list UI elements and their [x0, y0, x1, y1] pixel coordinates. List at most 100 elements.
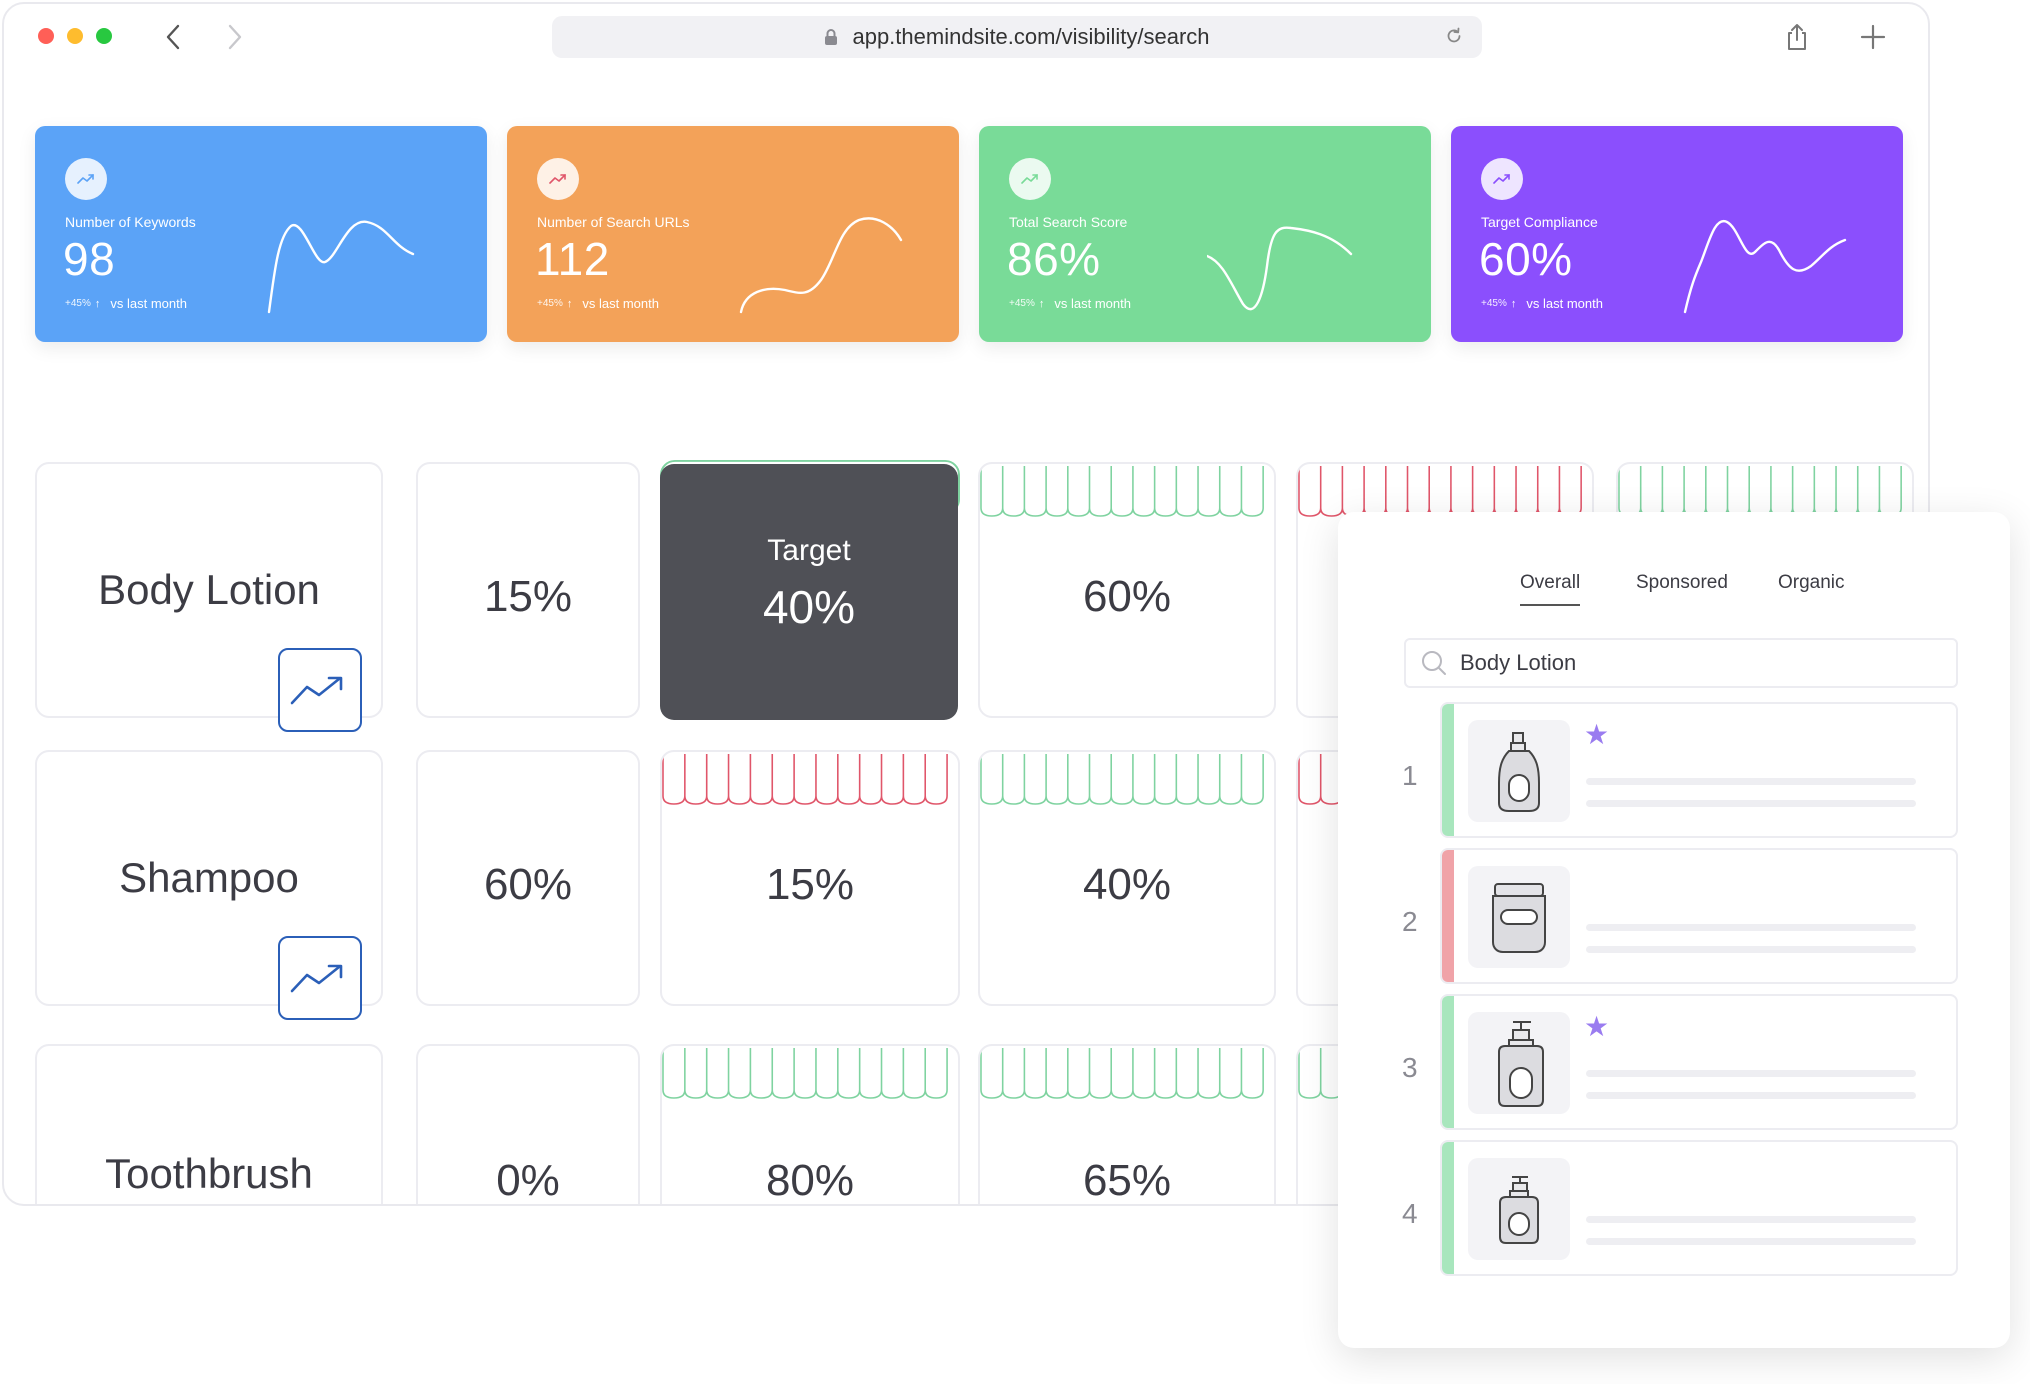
arrow-up-icon: ↑: [94, 297, 101, 310]
forward-button[interactable]: [218, 20, 252, 54]
awning-decoration-green: [980, 466, 1264, 517]
metric-cell[interactable]: 60%: [978, 462, 1276, 718]
sparkline-chart: [1207, 226, 1353, 311]
search-icon: [1420, 649, 1448, 677]
kpi-footer: +45% ↑ vs last month: [1481, 296, 1603, 311]
share-value: 15%: [483, 572, 573, 621]
kpi-card-target-compliance[interactable]: Target Compliance 60% +45% ↑ vs last mon…: [1451, 126, 1903, 342]
maximize-window-button[interactable]: [96, 28, 112, 44]
tab-overall[interactable]: Overall: [1520, 572, 1581, 606]
kpi-footer: +45% ↑ vs last month: [65, 296, 187, 311]
share-cell[interactable]: 15%: [416, 462, 640, 718]
result-item[interactable]: [1440, 848, 1958, 984]
status-indicator-green: [1442, 996, 1454, 1128]
kpi-compare: vs last month: [582, 296, 659, 311]
result-rank: 1: [1402, 760, 1418, 791]
metric-value: 65%: [1082, 1156, 1172, 1205]
chevron-left-icon: [166, 24, 180, 50]
lock-icon: [824, 28, 838, 46]
metric-value: 15%: [765, 860, 855, 909]
kpi-delta: +45%: [1009, 298, 1035, 309]
row-name-cell[interactable]: Toothbrush: [35, 1044, 383, 1204]
placeholder-line: [1586, 946, 1916, 953]
star-icon: ★: [1584, 1011, 1610, 1042]
category-name: Shampoo: [119, 854, 299, 901]
share-button[interactable]: [1780, 20, 1814, 54]
kpi-delta: +45%: [65, 298, 91, 309]
metric-cell[interactable]: 65%: [978, 1044, 1276, 1205]
search-input[interactable]: Body Lotion: [1404, 638, 1958, 688]
target-label: Target: [767, 534, 851, 567]
kpi-label: Total Search Score: [1009, 214, 1128, 230]
kpi-card-search-score[interactable]: Total Search Score 86% +45% ↑ vs last mo…: [979, 126, 1431, 342]
category-name: Body Lotion: [98, 566, 320, 613]
sparkline-chart: [739, 217, 903, 314]
kpi-compare: vs last month: [1054, 296, 1131, 311]
address-bar[interactable]: app.themindsite.com/visibility/search: [552, 16, 1482, 58]
placeholder-line: [1586, 1092, 1916, 1099]
result-item[interactable]: ★: [1440, 994, 1958, 1130]
target-cell[interactable]: Target 40%: [660, 464, 958, 720]
metric-cell[interactable]: 80%: [660, 1044, 960, 1205]
share-cell[interactable]: 0%: [416, 1044, 640, 1204]
plus-icon: [1860, 24, 1886, 50]
kpi-compare: vs last month: [1526, 296, 1603, 311]
arrow-up-icon: ↑: [1510, 297, 1517, 310]
result-rank: 2: [1402, 906, 1418, 937]
star-icon: ★: [1584, 719, 1610, 750]
sparkline-chart: [1683, 219, 1847, 314]
kpi-value: 112: [535, 233, 610, 285]
arrow-up-icon: ↑: [566, 297, 573, 310]
minimize-window-button[interactable]: [67, 28, 83, 44]
new-tab-button[interactable]: [1856, 20, 1890, 54]
trend-up-icon: [537, 158, 579, 200]
back-button[interactable]: [156, 20, 190, 54]
browser-toolbar: app.themindsite.com/visibility/search: [4, 4, 1928, 70]
placeholder-line: [1586, 1216, 1916, 1223]
search-ranking-panel: Overall Sponsored Organic Body Lotion 1 …: [1338, 512, 2010, 1348]
awning-decoration-green: [1618, 466, 1902, 517]
row-name-cell[interactable]: Body Lotion: [35, 462, 383, 718]
tab-organic[interactable]: Organic: [1778, 572, 1845, 593]
target-value: 40%: [762, 581, 856, 633]
metric-value: 40%: [1082, 860, 1172, 909]
status-indicator-red: [1442, 850, 1454, 982]
metric-cell[interactable]: 40%: [978, 750, 1276, 1006]
trend-up-icon: [1481, 158, 1523, 200]
kpi-card-search-urls[interactable]: Number of Search URLs 112 +45% ↑ vs last…: [507, 126, 959, 342]
close-window-button[interactable]: [38, 28, 54, 44]
share-icon: [1788, 24, 1806, 50]
awning-decoration-red: [662, 754, 948, 805]
result-rank: 4: [1402, 1198, 1418, 1229]
kpi-value: 60%: [1479, 233, 1573, 285]
result-item[interactable]: [1440, 1140, 1958, 1276]
metric-value: 60%: [1082, 572, 1172, 621]
search-value: Body Lotion: [1460, 650, 1577, 675]
url-text: app.themindsite.com/visibility/search: [852, 24, 1210, 49]
kpi-label: Number of Keywords: [65, 214, 196, 230]
trend-up-icon: [65, 158, 107, 200]
awning-decoration-red: [1298, 466, 1582, 517]
kpi-compare: vs last month: [110, 296, 187, 311]
share-cell[interactable]: 60%: [416, 750, 640, 1006]
kpi-card-keywords[interactable]: Number of Keywords 98 +45% ↑ vs last mon…: [35, 126, 487, 342]
result-item[interactable]: ★: [1440, 702, 1958, 838]
pump-bottle-icon: [1468, 720, 1570, 822]
metric-cell[interactable]: 15%: [660, 750, 960, 1006]
placeholder-line: [1586, 778, 1916, 785]
arrow-up-icon: ↑: [1038, 297, 1045, 310]
kpi-label: Target Compliance: [1481, 214, 1598, 230]
kpi-value: 86%: [1007, 233, 1101, 285]
result-rank: 3: [1402, 1052, 1418, 1083]
kpi-footer: +45% ↑ vs last month: [537, 296, 659, 311]
trend-chart-button[interactable]: [278, 936, 362, 1020]
metric-value: 80%: [765, 1156, 855, 1205]
category-name: Toothbrush: [105, 1150, 313, 1197]
reload-icon[interactable]: [1444, 26, 1464, 46]
awning-decoration-green: [980, 754, 1264, 805]
trend-chart-button[interactable]: [278, 648, 362, 732]
trend-up-icon: [290, 964, 343, 993]
share-value: 60%: [483, 860, 573, 909]
tab-sponsored[interactable]: Sponsored: [1636, 572, 1728, 593]
kpi-footer: +45% ↑ vs last month: [1009, 296, 1131, 311]
